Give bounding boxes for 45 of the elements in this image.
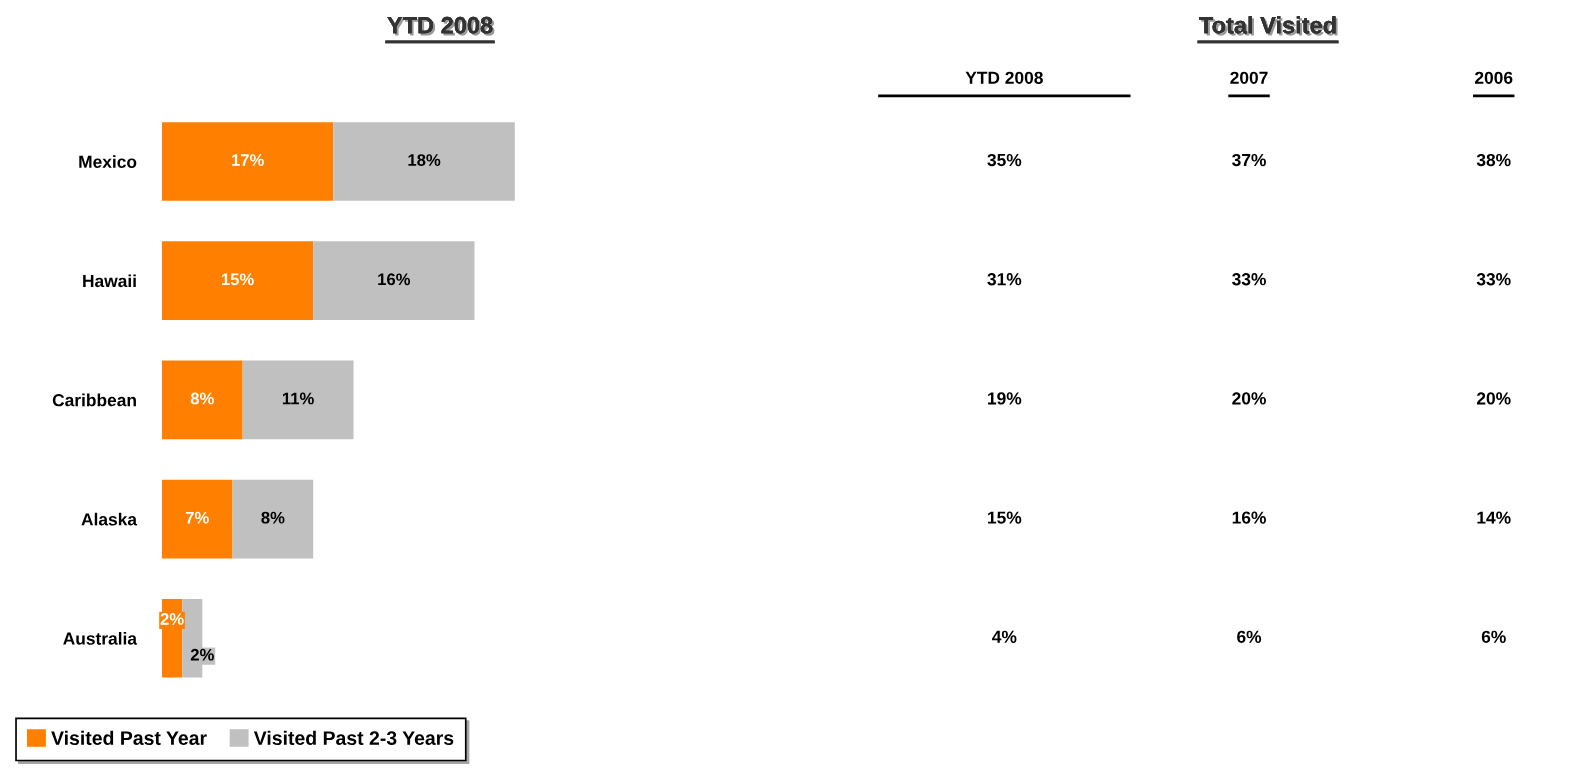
data-label: 7% (185, 511, 209, 524)
text: 20% (1476, 392, 1511, 405)
data-label: 15% (221, 273, 254, 286)
y-tick-label: Mexico (79, 155, 137, 168)
text: 33% (1232, 273, 1266, 286)
data-label: 2% (160, 613, 184, 625)
legend-label: Visited Past 2-3 Years (253, 730, 454, 746)
category-label: 2007 (1230, 71, 1268, 84)
chart-title: YTD 2008 (387, 16, 495, 36)
bar (162, 479, 233, 559)
category-label: 2006 (1475, 71, 1513, 84)
text: 6% (1481, 630, 1506, 643)
y-tick-label: Alaska (81, 512, 138, 526)
y-tick-label: Australia (63, 631, 138, 645)
legend-label: Visited Past Year (51, 730, 207, 745)
data-label: 8% (190, 392, 214, 405)
text: 37% (1232, 153, 1266, 167)
text: 35% (987, 153, 1022, 167)
data-label: 2% (190, 648, 214, 661)
text: 31% (987, 273, 1022, 286)
bar (162, 360, 243, 440)
bar (162, 241, 314, 321)
y-tick-label: Caribbean (52, 393, 136, 407)
text: 14% (1477, 511, 1511, 524)
text: 15% (988, 511, 1022, 524)
text: Total Visited (1199, 16, 1338, 36)
data-label: 11% (282, 392, 314, 405)
text: 33% (1476, 273, 1511, 286)
y-tick-label: Hawaii (83, 274, 136, 288)
data-label: 16% (378, 273, 411, 286)
bar (232, 479, 314, 559)
category-label: YTD 2008 (965, 71, 1043, 84)
text: 19% (988, 392, 1022, 405)
data-label: 17% (232, 154, 264, 166)
data-label: 8% (261, 511, 285, 524)
bar (313, 241, 475, 321)
text: 6% (1237, 630, 1262, 643)
bar (333, 122, 515, 201)
bar (242, 360, 354, 440)
text: 16% (1232, 511, 1266, 524)
bar (162, 122, 334, 201)
text: 4% (992, 630, 1017, 643)
data-label: 18% (408, 154, 441, 166)
text: 20% (1232, 392, 1266, 405)
text: 38% (1476, 153, 1511, 167)
